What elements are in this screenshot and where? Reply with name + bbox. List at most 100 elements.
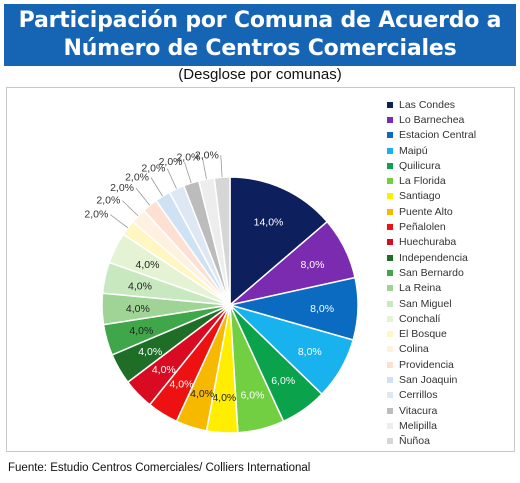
slice-label-12: 4,0%	[129, 325, 153, 337]
title-banner: Participación por Comuna de Acuerdo a Nú…	[4, 4, 516, 66]
legend-item-12: San Bernardo	[387, 265, 512, 280]
legend-item-2: Lo Barnechea	[387, 112, 512, 127]
legend-swatch	[387, 407, 393, 414]
slice-label-23: 2,0%	[195, 149, 219, 161]
legend-item-20: Cerrillos	[387, 388, 512, 403]
chart-title-line1: Participación por Comuna de Acuerdo a	[18, 8, 502, 33]
legend-label: Vitacura	[399, 404, 438, 417]
legend-item-18: Providencia	[387, 357, 512, 372]
slice-label-18: 2,0%	[110, 182, 134, 194]
legend-swatch	[387, 376, 393, 383]
legend-item-22: Melipilla	[387, 418, 512, 433]
legend-item-17: Colina	[387, 342, 512, 357]
legend-swatch	[387, 285, 393, 292]
slice-label-16: 2,0%	[84, 209, 108, 221]
legend-item-7: Santiago	[387, 189, 512, 204]
slice-label-4: 8,0%	[298, 346, 322, 358]
legend-label: Estacion Central	[399, 129, 477, 142]
legend-label: Cerrillos	[399, 389, 438, 402]
slice-label-10: 4,0%	[152, 364, 176, 376]
legend-swatch	[387, 224, 393, 231]
legend-swatch	[387, 254, 393, 261]
legend-label: Puente Alto	[399, 205, 453, 218]
slice-label-9: 4,0%	[170, 378, 194, 390]
legend-label: Colina	[399, 343, 429, 356]
legend-item-3: Estacion Central	[387, 128, 512, 143]
slice-label-6: 6,0%	[241, 389, 265, 401]
legend-item-13: La Reina	[387, 281, 512, 296]
legend-swatch	[387, 315, 393, 322]
legend-swatch	[387, 162, 393, 169]
legend-label: San Miguel	[399, 297, 452, 310]
slice-label-19: 2,0%	[125, 172, 149, 184]
legend-item-19: San Joaquin	[387, 372, 512, 387]
legend-label: Independencia	[399, 251, 468, 264]
legend-swatch	[387, 438, 393, 445]
slice-label-11: 4,0%	[138, 346, 162, 358]
leader-line-16	[110, 214, 129, 229]
slice-label-20: 2,0%	[141, 163, 165, 175]
legend-item-11: Independencia	[387, 250, 512, 265]
legend-item-1: Las Condes	[387, 97, 512, 112]
leader-line-18	[135, 187, 151, 206]
chart-area: 14,0% 8,0% 8,0% 8,0% 6,0% 6,0% 4,0% 4,0% 4,0% 4,0…	[6, 87, 515, 452]
pie-chart: 14,0%8,0%8,0%8,0%6,0%6,0%4,0%4,0%4,0%4,0…	[84, 149, 359, 434]
legend-label: San Bernardo	[399, 266, 464, 279]
legend-item-9: Peñalolen	[387, 219, 512, 234]
legend-label: Quilicura	[399, 159, 441, 172]
slice-label-15: 4,0%	[136, 259, 160, 271]
pie-slice-1	[229, 176, 329, 307]
leader-line-17	[122, 200, 139, 217]
legend-item-6: La Florida	[387, 173, 512, 188]
legend-label: Lo Barnechea	[399, 113, 465, 126]
legend-swatch	[387, 422, 393, 429]
legend-label: San Joaquin	[399, 373, 458, 386]
legend-label: Huechuraba	[399, 236, 457, 249]
legend-label: Melipilla	[399, 419, 437, 432]
legend-swatch	[387, 239, 393, 246]
pie-slice-23	[213, 176, 231, 306]
leader-line-21	[184, 161, 192, 184]
legend-swatch	[387, 178, 393, 185]
legend-swatch	[387, 116, 393, 123]
slice-label-1: 14,0%	[254, 216, 284, 228]
legend-swatch	[387, 132, 393, 139]
legend-swatch	[387, 361, 393, 368]
legend-swatch	[387, 208, 393, 215]
legend-swatch	[387, 392, 393, 399]
legend-item-4: Maipú	[387, 143, 512, 158]
legend-label: Las Condes	[399, 98, 456, 111]
slice-label-22: 2,0%	[176, 152, 200, 164]
legend-label: Santiago	[399, 190, 441, 203]
chart-legend: Las Condes Lo Barnechea Estacion Central Ma…	[387, 97, 512, 449]
legend-item-10: Huechuraba	[387, 235, 512, 250]
leader-line-20	[166, 168, 177, 189]
legend-item-5: Quilicura	[387, 158, 512, 173]
legend-swatch	[387, 331, 393, 338]
slice-label-8: 4,0%	[190, 388, 214, 400]
slice-label-2: 8,0%	[301, 259, 325, 271]
slice-label-5: 6,0%	[271, 375, 295, 387]
legend-item-15: Conchalí	[387, 311, 512, 326]
slice-label-21: 2,0%	[159, 156, 183, 168]
legend-label: Peñalolen	[399, 221, 446, 234]
legend-item-23: Ñuñoa	[387, 434, 512, 449]
legend-item-14: San Miguel	[387, 296, 512, 311]
source-note: Fuente: Estudio Centros Comerciales/ Col…	[8, 462, 311, 474]
legend-swatch	[387, 300, 393, 307]
leader-line-19	[150, 177, 163, 197]
legend-label: La Reina	[399, 282, 442, 295]
legend-item-21: Vitacura	[387, 403, 512, 418]
slice-label-14: 4,0%	[128, 280, 152, 292]
legend-label: Providencia	[399, 358, 454, 371]
slice-label-13: 4,0%	[126, 303, 150, 315]
legend-label: Conchalí	[399, 312, 441, 325]
slice-label-3: 8,0%	[310, 303, 334, 315]
legend-swatch	[387, 147, 393, 154]
legend-swatch	[387, 193, 393, 200]
slice-label-17: 2,0%	[96, 195, 120, 207]
legend-item-16: El Bosque	[387, 326, 512, 341]
chart-title-line2: Número de Centros Comerciales	[63, 36, 457, 61]
leader-line-23	[220, 155, 223, 178]
slice-label-7: 4,0%	[212, 392, 236, 404]
